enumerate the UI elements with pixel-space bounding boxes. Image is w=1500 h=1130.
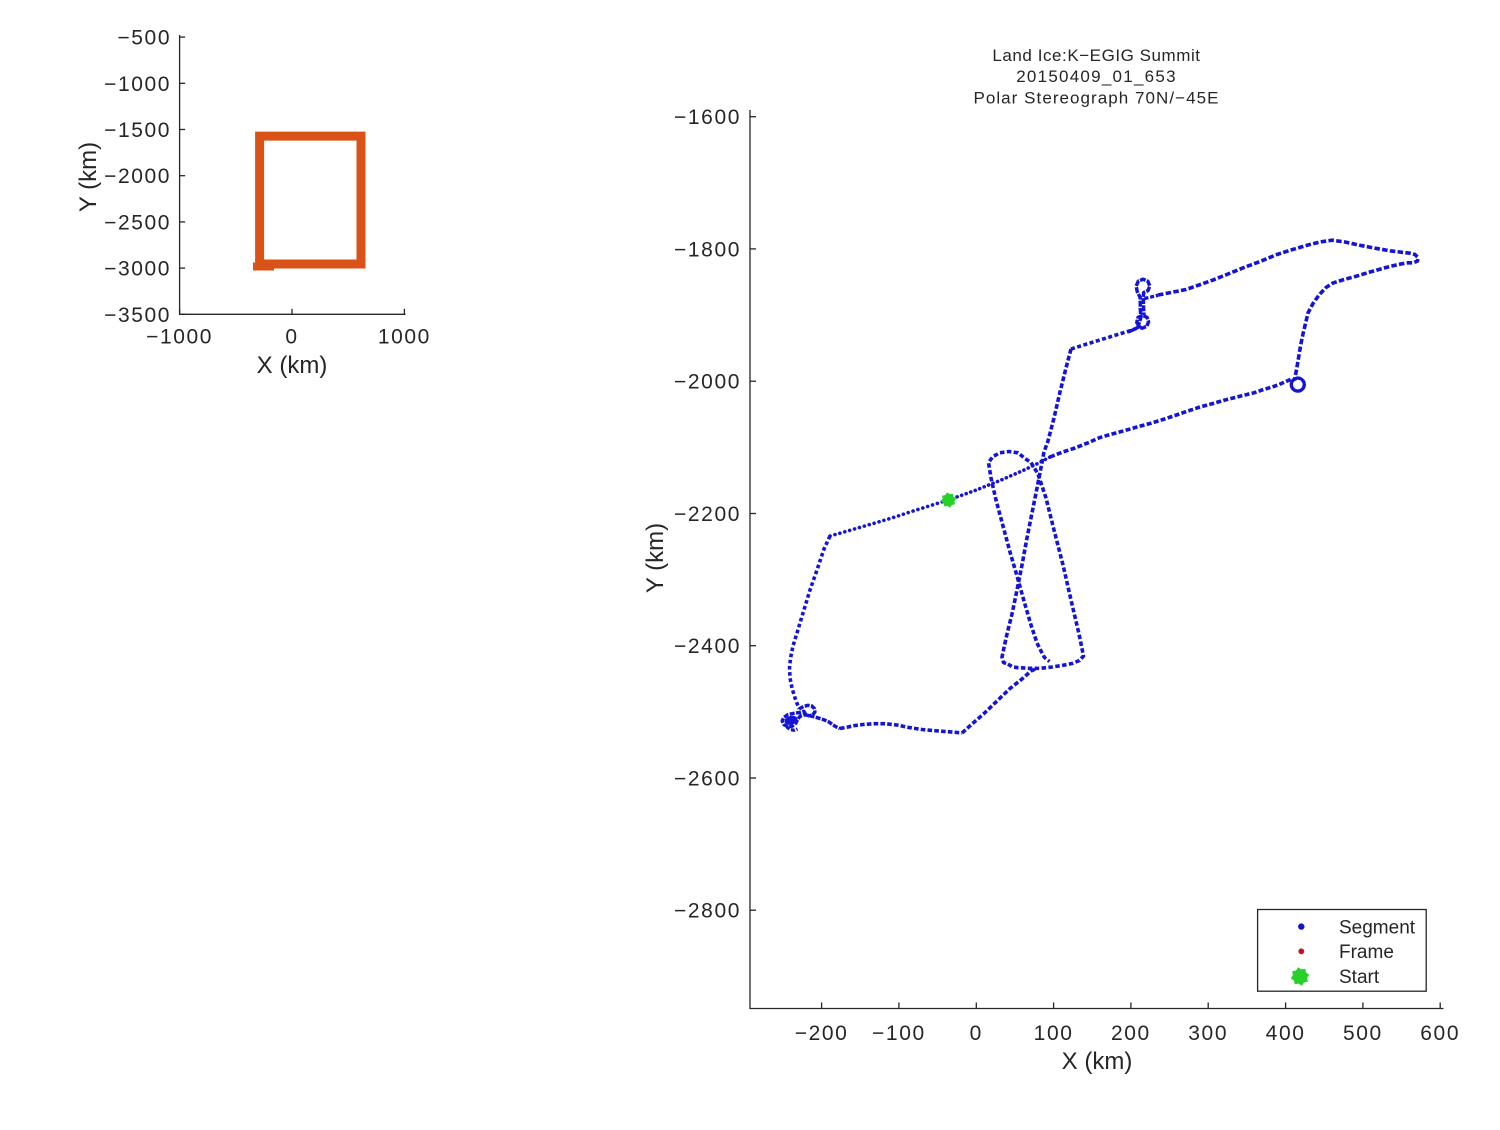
svg-text:Segment: Segment [1339, 918, 1416, 939]
svg-text:−3500: −3500 [104, 304, 171, 327]
svg-text:0: 0 [285, 326, 298, 349]
svg-text:20150409_01_653: 20150409_01_653 [1016, 67, 1177, 86]
svg-text:−1500: −1500 [104, 119, 171, 142]
svg-text:500: 500 [1343, 1022, 1383, 1045]
svg-text:200: 200 [1111, 1022, 1151, 1045]
svg-text:−2000: −2000 [104, 165, 171, 188]
svg-text:−1600: −1600 [674, 106, 741, 129]
svg-text:−2400: −2400 [674, 635, 741, 658]
svg-text:400: 400 [1266, 1022, 1306, 1045]
svg-text:X (km): X (km) [257, 352, 328, 379]
svg-text:−100: −100 [872, 1022, 926, 1045]
svg-text:1000: 1000 [378, 326, 431, 349]
svg-text:−2500: −2500 [104, 211, 171, 234]
svg-text:−2600: −2600 [674, 768, 741, 791]
svg-text:100: 100 [1034, 1022, 1074, 1045]
svg-text:−1000: −1000 [146, 326, 213, 349]
svg-text:−3000: −3000 [104, 258, 171, 281]
svg-text:Y (km): Y (km) [75, 142, 102, 212]
svg-text:−2800: −2800 [674, 900, 741, 923]
svg-text:−2000: −2000 [674, 371, 741, 394]
svg-text:Start: Start [1339, 967, 1380, 988]
svg-text:0: 0 [970, 1022, 983, 1045]
svg-text:−1000: −1000 [104, 73, 171, 96]
svg-text:600: 600 [1420, 1022, 1460, 1045]
svg-text:Frame: Frame [1339, 942, 1394, 963]
svg-text:−1800: −1800 [674, 238, 741, 261]
svg-text:Land Ice:K−EGIG Summit: Land Ice:K−EGIG Summit [992, 46, 1200, 65]
svg-text:−2200: −2200 [674, 503, 741, 526]
svg-text:Y (km): Y (km) [642, 523, 669, 593]
svg-text:−500: −500 [117, 27, 171, 50]
svg-text:300: 300 [1188, 1022, 1228, 1045]
svg-text:−200: −200 [795, 1022, 849, 1045]
svg-text:Polar Stereograph 70N/−45E: Polar Stereograph 70N/−45E [973, 89, 1219, 108]
svg-text:X (km): X (km) [1062, 1048, 1133, 1075]
